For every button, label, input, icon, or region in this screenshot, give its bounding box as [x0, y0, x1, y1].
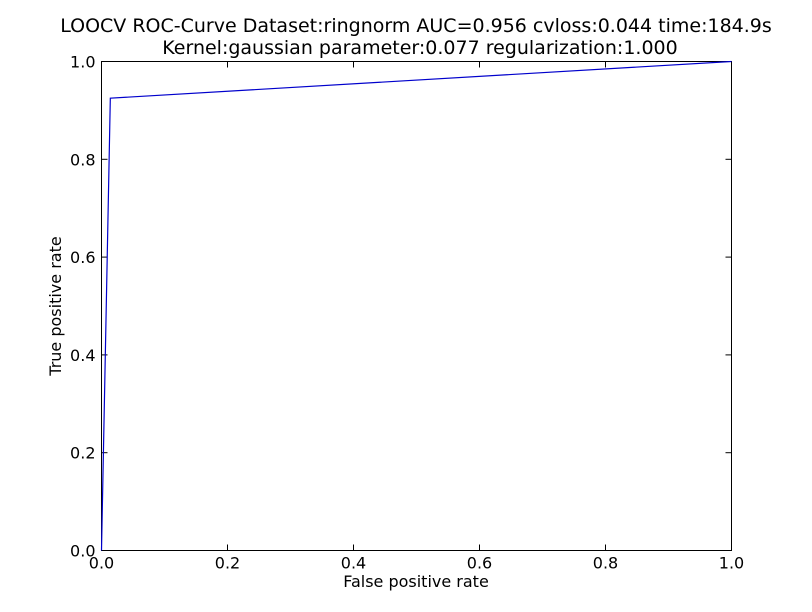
chart-subtitle: Kernel:gaussian parameter:0.077 regulari…: [162, 37, 677, 59]
x-tick-label: 0.8: [593, 554, 618, 573]
y-tick-label: 0.2: [70, 444, 95, 463]
y-tick-label: 0.4: [70, 346, 95, 365]
plot-area: [101, 61, 732, 551]
y-tick-label: 0.8: [70, 150, 95, 169]
chart-title: LOOCV ROC-Curve Dataset:ringnorm AUC=0.9…: [60, 15, 772, 37]
y-axis-label: True positive rate: [46, 236, 65, 376]
x-axis: 0.0 0.2 0.4 0.6 0.8 1.0: [89, 61, 744, 573]
y-tick-label: 1.0: [70, 53, 95, 72]
y-tick-label: 0.6: [70, 248, 95, 267]
x-tick-label: 0.2: [215, 554, 240, 573]
x-axis-label: False positive rate: [343, 572, 489, 591]
x-tick-label: 0.6: [467, 554, 492, 573]
y-tick-label: 0.0: [70, 542, 95, 561]
y-axis: 0.0 0.2 0.4 0.6 0.8 1.0: [70, 53, 732, 561]
x-tick-label: 0.4: [341, 554, 366, 573]
roc-curve-line: [100, 60, 732, 551]
x-tick-label: 1.0: [719, 554, 744, 573]
series-layer: [100, 60, 732, 551]
x-tick-label: 0.0: [89, 554, 114, 573]
